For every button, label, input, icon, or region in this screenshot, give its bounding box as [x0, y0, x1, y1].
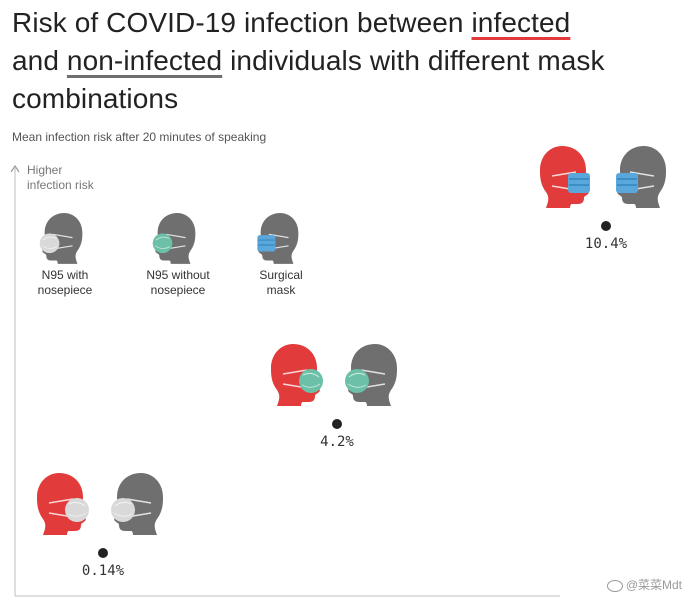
non-infected-head-icon	[616, 146, 666, 208]
data-point-group: 10.4%	[540, 146, 666, 252]
title-part-3: individuals with different mask combinat…	[12, 45, 605, 114]
weibo-icon	[606, 579, 623, 592]
data-point-label: 10.4%	[585, 236, 628, 252]
y-axis-arrow-icon	[10, 164, 20, 173]
data-point-marker	[98, 548, 108, 558]
chart-title: Risk of COVID-19 infection between infec…	[12, 4, 682, 118]
title-highlight-infected: infected	[471, 7, 571, 38]
infected-head-icon	[540, 146, 590, 208]
legend-label-line-2: mask	[267, 283, 297, 297]
data-point-marker	[601, 221, 611, 231]
data-point-group: 0.14%	[37, 473, 163, 579]
infected-head-icon	[271, 344, 323, 406]
legend-label-line-1: N95 with	[42, 268, 89, 282]
title-part-1: Risk of COVID-19 infection between	[12, 7, 472, 38]
head-surgical-mask-icon	[257, 213, 299, 264]
head-n95-icon	[39, 213, 83, 264]
y-axis-label-line-1: Higher	[27, 163, 62, 177]
non-infected-head-icon	[111, 473, 163, 535]
infected-head-icon	[37, 473, 89, 535]
data-point-label: 4.2%	[320, 434, 354, 450]
non-infected-head-icon	[345, 344, 397, 406]
data-points: 0.14% 4.2% 10.4%	[37, 146, 666, 579]
legend-label-line-2: nosepiece	[151, 283, 206, 297]
chart-subtitle: Mean infection risk after 20 minutes of …	[12, 130, 267, 144]
y-axis-label-line-2: infection risk	[27, 178, 95, 192]
legend-label-line-1: Surgical	[259, 268, 302, 282]
data-point-marker	[332, 419, 342, 429]
head-n95-no-nosepiece-icon	[152, 213, 196, 264]
watermark: @菜菜Mdt	[606, 576, 682, 593]
data-point-group: 4.2%	[271, 344, 397, 450]
title-part-2: and	[12, 45, 67, 76]
watermark-text: @菜菜Mdt	[625, 578, 682, 592]
legend-label-line-1: N95 without	[146, 268, 210, 282]
data-point-label: 0.14%	[82, 563, 125, 579]
title-highlight-non-infected: non-infected	[66, 45, 223, 76]
legend-label-line-2: nosepiece	[38, 283, 93, 297]
